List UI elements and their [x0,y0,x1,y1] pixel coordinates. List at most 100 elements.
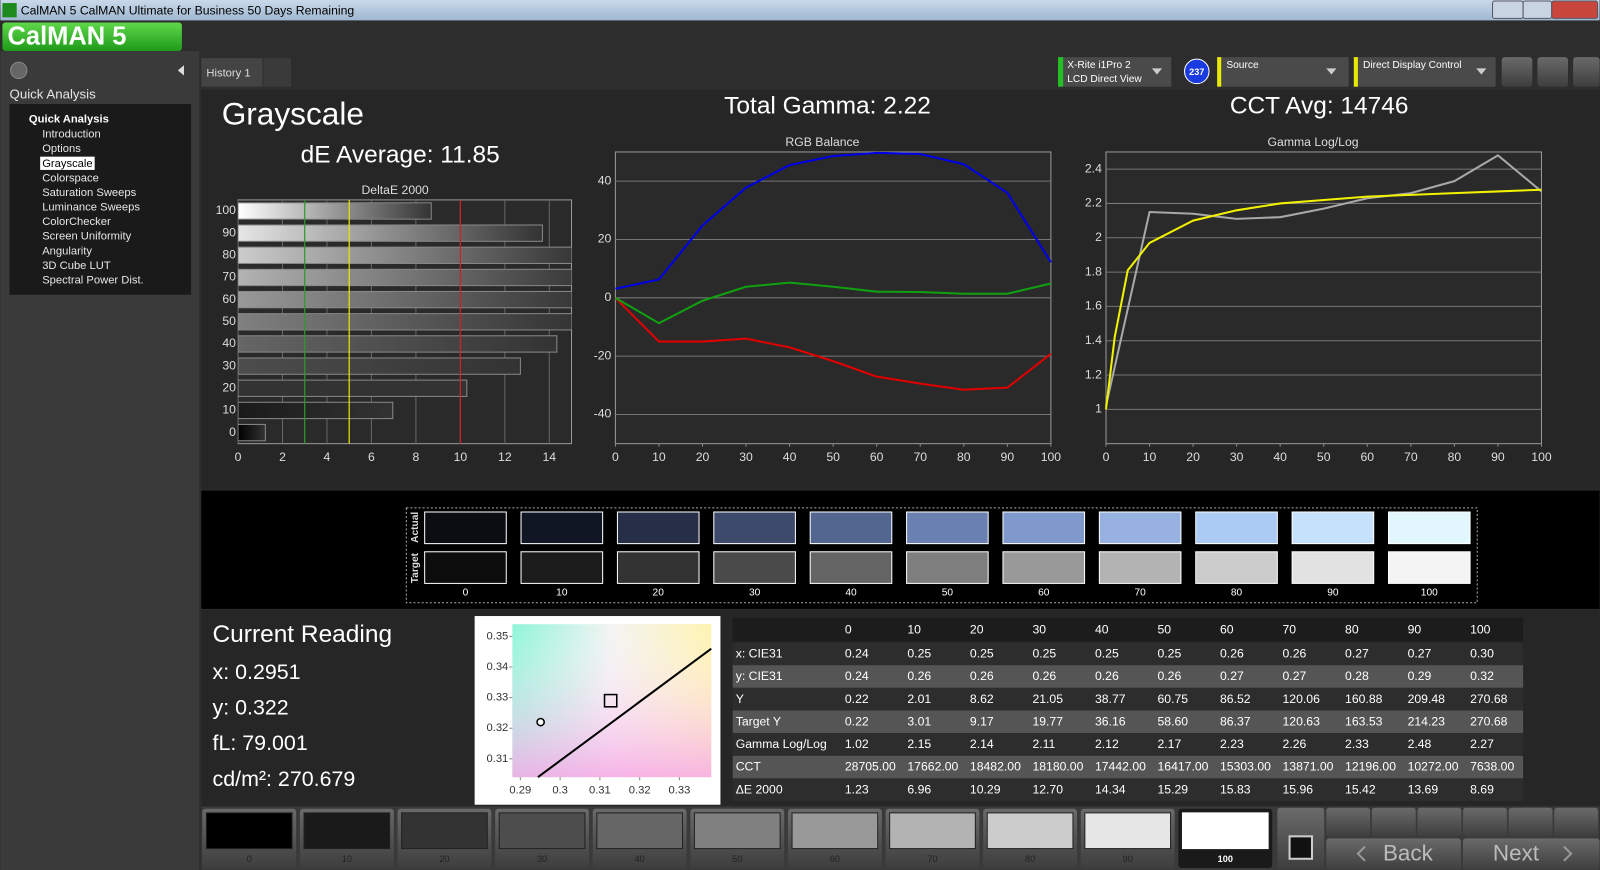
x-tick-label: 12 [498,450,512,464]
table-cell: 2.33 [1345,737,1369,751]
table-cell: 0.26 [970,669,994,683]
series-line [1104,188,1542,410]
bar [238,268,572,287]
column-header: 20 [970,623,984,637]
tree-item[interactable]: Introduction [42,129,101,141]
help-button[interactable] [1537,57,1569,87]
tree-item[interactable]: Luminance Sweeps [42,202,140,214]
row-label: Target Y [736,714,781,728]
panel-toggle[interactable] [1573,57,1600,87]
y-tick-label: 0.33 [486,692,508,704]
add-tab[interactable] [263,58,292,87]
patch-color [498,812,586,850]
x-tick-label: 0 [612,450,619,464]
table-cell: 120.06 [1283,692,1321,706]
x-tick-label: 0 [1103,450,1110,464]
tree-item[interactable]: Angularity [42,245,92,257]
category-label: 90 [222,225,236,239]
window-title: CalMAN 5 CalMAN Ultimate for Business 50… [21,3,355,17]
x-tick-label: 60 [1360,450,1374,464]
table-cell: 0.26 [1095,669,1119,683]
bars [238,202,572,442]
column-header: 10 [907,623,921,637]
series-line [614,297,1052,391]
tree-item[interactable]: Colorspace [42,172,99,184]
swatch-label: 20 [653,587,665,598]
source-select[interactable] [1217,57,1349,87]
x-tick-label: 8 [412,450,419,464]
actual-swatch [1195,511,1278,545]
table-cell: 86.37 [1220,714,1251,728]
y-tick-label: 1.8 [1085,264,1102,278]
swatch-label: 50 [942,587,954,598]
selected-highlight [40,156,95,170]
table-cell: 2.23 [1220,737,1244,751]
table-cell: 18482.00 [970,760,1021,774]
table-cell: 0.25 [970,647,994,661]
target-swatch [906,551,989,584]
display-select[interactable] [1353,57,1496,87]
swatch-label: 90 [1327,587,1339,598]
cct-average: CCT Avg: 14746 [1230,93,1409,120]
category-label: 100 [216,203,237,217]
control-icon-button[interactable] [1371,807,1416,837]
logo-button[interactable] [2,22,182,51]
table-cell: 7638.00 [1470,760,1514,774]
table-cell: 270.68 [1470,714,1508,728]
tree-item[interactable]: ColorChecker [42,216,111,228]
patch-label: 60 [830,854,840,864]
meter-badge[interactable] [1184,58,1210,85]
tree-item[interactable]: Grayscale [42,158,92,170]
sidebar-collapse[interactable] [177,65,184,76]
tab-label: History 1 [206,67,250,79]
maximize-button[interactable] [1522,0,1553,19]
next-button[interactable] [1462,838,1600,870]
tree-item[interactable]: Spectral Power Dist. [42,274,144,286]
control-icon-button[interactable] [1508,807,1553,837]
table-cell: 10.29 [970,782,1001,796]
x-tick-label: 2 [279,450,286,464]
display-indicator [1353,57,1358,87]
patch-color [205,812,293,850]
table-cell: 0.24 [845,647,869,661]
table-cell: 15.42 [1345,782,1376,796]
tree-item[interactable]: Saturation Sweeps [42,187,136,199]
sidebar-pin[interactable] [10,61,28,80]
table-cell: 12196.00 [1345,760,1396,774]
table-cell: 0.25 [907,647,931,661]
table-cell: 15303.00 [1220,760,1271,774]
close-button[interactable] [1551,0,1599,19]
settings-button[interactable] [1501,57,1533,87]
control-icon-button[interactable] [1463,807,1507,837]
table-cell: 15.96 [1283,782,1314,796]
dropdown-arrow [1476,68,1487,75]
bar [238,357,521,375]
y-tick-label: 1.4 [1085,333,1102,347]
meter-select[interactable] [1058,57,1172,87]
tree-item[interactable]: 3D Cube LUT [42,260,111,272]
y-tick-label: 2.2 [1085,196,1102,210]
table-cell: 17442.00 [1095,760,1146,774]
table-cell: 120.63 [1283,714,1321,728]
table-cell: 0.30 [1470,647,1494,661]
category-label: 20 [222,381,236,395]
tree-item[interactable]: Screen Uniformity [42,231,131,243]
tree-item[interactable]: Options [42,143,81,155]
x-tick-label: 100 [1531,450,1552,464]
table-cell: 0.26 [1032,669,1056,683]
control-icon-button[interactable] [1417,807,1462,837]
table-cell: 2.26 [1283,737,1307,751]
patch-color [986,812,1074,850]
minimize-button[interactable] [1492,0,1524,19]
target-swatch [1002,551,1086,584]
target-swatch [809,551,893,584]
table-cell: 0.25 [1032,647,1056,661]
tab[interactable] [201,58,263,87]
control-icon-button[interactable] [1326,807,1371,837]
bar [238,423,266,442]
actual-swatch [1002,511,1086,545]
control-icon-button[interactable] [1554,807,1599,837]
patch-label: 0 [247,854,252,864]
x-tick-label: 30 [1230,450,1244,464]
back-button[interactable] [1326,838,1461,870]
